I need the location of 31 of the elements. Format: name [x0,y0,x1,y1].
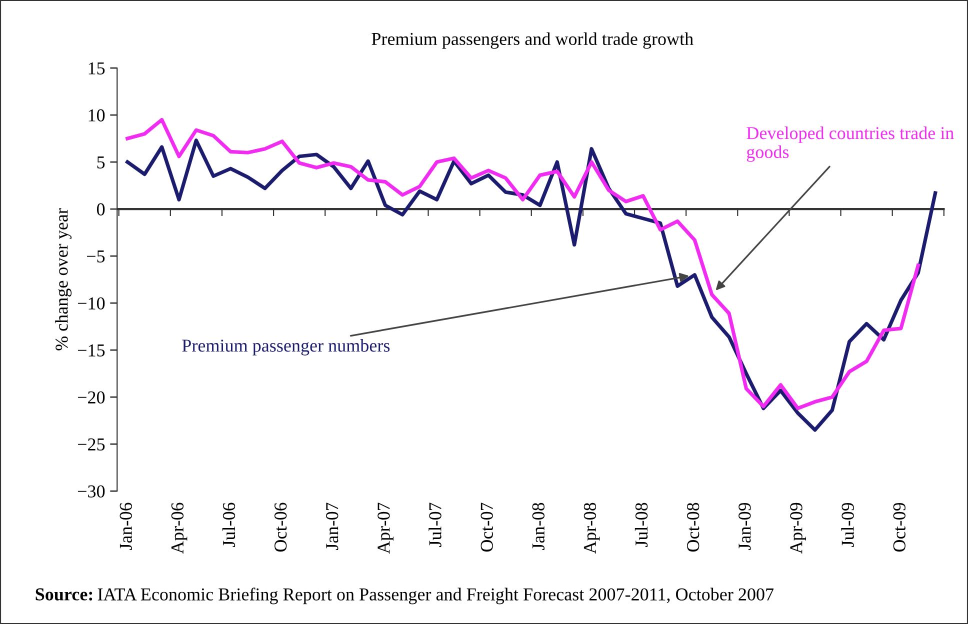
x-tick-label: Apr-08 [584,502,600,554]
source-note: Source: IATA Economic Briefing Report on Passenger and Freight Forecast 2007-2011, October 2007 [36,588,774,604]
x-tick-label: Jan-08 [532,502,544,550]
x-tick-label: Oct-06 [274,502,287,552]
x-tick-label: Oct-08 [687,502,700,552]
x-tick-label: Apr-07 [378,502,394,554]
y-tick-label: −10 [78,297,105,310]
y-tick-label: 5 [97,156,105,168]
y-tick-label: 15 [88,62,105,74]
y-tick-label: −5 [87,250,105,262]
x-tick-label: Apr-06 [171,502,188,554]
y-tick-label: −15 [78,344,105,357]
x-tick-label: Apr-09 [790,502,806,554]
text: Premium passenger numbers [182,339,390,356]
chart-title: Premium passengers and world trade growth [372,32,694,49]
y-axis-title: % change over year [55,208,72,350]
y-tick-label: 0 [96,203,105,216]
x-tick-label: Jul-07 [428,502,442,547]
x-tick-label: Jan-07 [326,502,338,550]
x-tick-label: Jul-09 [841,502,854,547]
x-tick-label: Jan-06 [120,502,132,550]
x-tick-label: Jul-08 [634,502,648,547]
x-tick-label: Oct-09 [893,502,906,552]
y-tick-label: −20 [78,391,105,404]
y-tick-label: 10 [88,109,105,122]
y-tick-label: −30 [78,485,105,498]
y-tick-label: −25 [78,438,105,451]
x-tick-label: Jan-09 [738,502,751,550]
text: Developed countries trade in goods [746,126,954,162]
x-tick-label: Jul-06 [222,502,236,547]
x-tick-label: Oct-07 [480,502,493,552]
